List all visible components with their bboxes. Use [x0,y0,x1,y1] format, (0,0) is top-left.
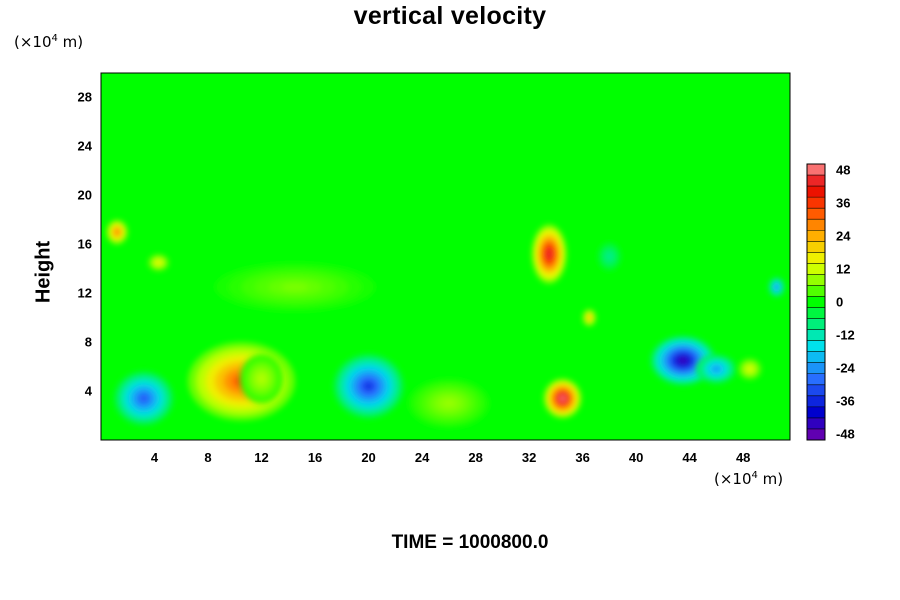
colorbar-tick-label: -48 [836,426,855,442]
colorbar-band [807,417,825,430]
x-tick-label: 44 [682,450,697,465]
velocity-cell-5 [531,224,567,284]
colorbar-band [807,186,825,198]
x-tick-label: 20 [361,450,376,465]
colorbar-tick-label: 24 [836,228,851,244]
contour-level [546,249,553,259]
contour-layer [106,219,785,428]
colorbar-frame [806,163,826,441]
colorbar-band [807,307,825,319]
colorbar-band [807,241,825,253]
velocity-cell-3 [333,354,404,418]
contour-level [713,366,720,372]
colorbar-tick-label: -36 [836,393,855,409]
x-tick-label: 16 [307,450,323,465]
colorbar-band [807,164,825,176]
contour-level [281,283,309,292]
velocity-cell-7 [696,354,737,384]
x-tick-label: 4 [150,450,159,465]
y-axis-unit: (×104 m) [14,33,84,51]
velocity-cell-15 [214,262,376,312]
colorbar-band [807,296,825,308]
time-label: TIME = 1000800.0 [391,532,549,553]
velocity-cell-0 [114,371,174,426]
colorbar-band [807,340,825,352]
contour-level [156,261,161,265]
colorbar-band [807,329,825,341]
y-tick-label: 12 [77,285,92,301]
velocity-cell-4 [543,378,582,418]
colorbar-band [807,406,825,419]
colorbar-tick-label: 0 [836,294,844,310]
contour-level [442,399,456,408]
colorbar [806,163,826,441]
x-tick-label: 40 [628,450,644,465]
colorbar-band [807,252,825,264]
colorbar-band [807,230,825,242]
colorbar-band [807,395,825,408]
x-axis-unit: (×104 m) [714,470,784,488]
colorbar-band [807,197,825,209]
y-tick-label: 4 [84,383,92,399]
colorbar-band [807,384,825,397]
colorbar-tick-label: 48 [836,162,851,178]
contour-level [257,374,266,383]
x-tick-label: 24 [414,450,430,465]
y-tick-label: 24 [77,138,92,154]
colorbar-band [807,219,825,231]
colorbar-band [807,318,825,330]
colorbar-band [807,351,825,364]
y-tick-label: 28 [77,89,92,105]
x-tick-label: 32 [521,450,537,465]
chart-title: vertical velocity [353,2,547,30]
y-tick-label: 16 [77,236,92,252]
contour-level [559,395,566,402]
y-tick-label: 20 [77,187,92,203]
contour-level [588,316,591,320]
plot-frame [100,72,791,441]
x-tick-label: 8 [204,450,212,465]
velocity-cell-13 [597,241,622,272]
colorbar-tick-label: 12 [836,261,851,277]
contour-level [138,393,149,403]
colorbar-tick-label: 36 [836,195,851,211]
velocity-cell-11 [582,309,597,327]
contour-level [677,356,689,365]
y-tick-label: 8 [84,334,92,350]
colorbar-band [807,274,825,286]
velocity-cell-12 [408,378,489,428]
velocity-cell-14 [768,277,785,297]
colorbar-band [807,175,825,187]
contour-level [607,254,612,259]
colorbar-band [807,362,825,375]
contour-level [115,229,119,235]
colorbar-tick-label: -12 [836,327,855,343]
colorbar-band [807,373,825,386]
x-tick-label: 28 [468,450,483,465]
x-tick-label: 12 [254,450,269,465]
colorbar-band [807,285,825,297]
velocity-cell-8 [737,358,762,381]
velocity-cell-2 [240,354,283,404]
contour-level [362,380,375,392]
contour-level [747,367,752,371]
velocity-cell-10 [147,254,170,272]
colorbar-band [807,428,825,441]
contour-level [775,285,778,289]
colorbar-band [807,208,825,220]
colorbar-band [807,263,825,275]
colorbar-tick-label: -24 [836,360,855,376]
x-tick-label: 36 [575,450,590,465]
x-tick-label: 48 [735,450,751,465]
velocity-cell-9 [106,219,128,245]
